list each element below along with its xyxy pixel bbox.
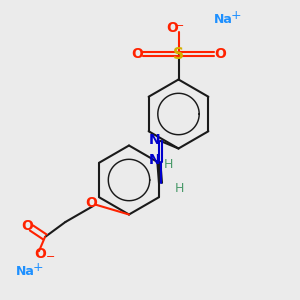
Text: H: H	[163, 158, 173, 172]
Text: N: N	[149, 133, 160, 146]
Text: S: S	[173, 46, 184, 62]
Text: O: O	[85, 196, 98, 210]
Text: O: O	[131, 47, 143, 61]
Text: Na: Na	[214, 13, 233, 26]
Text: N: N	[149, 154, 160, 167]
Text: +: +	[32, 261, 43, 274]
Text: O: O	[21, 220, 33, 233]
Text: H: H	[175, 182, 184, 195]
Text: −: −	[175, 20, 185, 31]
Text: O: O	[34, 247, 46, 261]
Text: Na: Na	[16, 265, 35, 278]
Text: +: +	[231, 9, 242, 22]
Text: O: O	[214, 47, 226, 61]
Text: O: O	[167, 22, 178, 35]
Text: −: −	[46, 252, 55, 262]
